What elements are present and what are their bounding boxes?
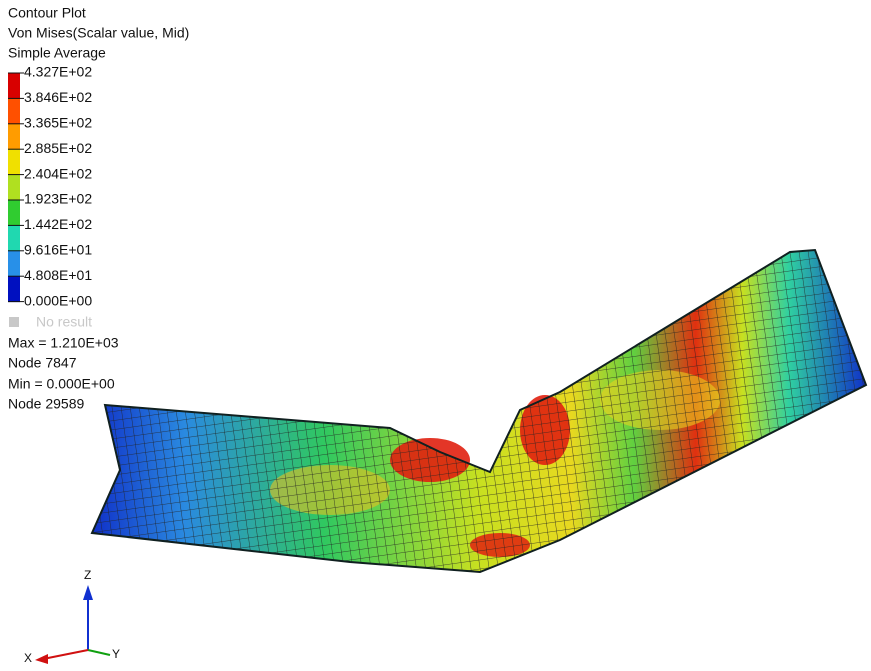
no-result-swatch [9,317,19,327]
legend-label: 1.442E+02 [24,216,92,232]
legend-bin [8,73,20,99]
legend-label: 4.808E+01 [24,267,92,283]
y-label: Y [112,647,120,661]
legend-bin [8,251,20,277]
max-node: Node 7847 [8,355,77,371]
legend-bin [8,200,20,226]
model [92,250,866,572]
legend-bin [8,225,20,251]
min-node: Node 29589 [8,396,85,412]
legend-bin [8,149,20,175]
legend-label: 2.404E+02 [24,165,92,181]
legend-label: 0.000E+00 [24,292,92,308]
legend-label: 4.327E+02 [24,64,92,80]
legend-subtitle: Von Mises(Scalar value, Mid) [8,25,189,41]
legend-bin [8,175,20,201]
z-label: Z [84,568,91,582]
legend-label: 3.846E+02 [24,89,92,105]
legend-label: 9.616E+01 [24,242,92,258]
legend-bin [8,276,20,302]
viewport: Contour Plot Von Mises(Scalar value, Mid… [0,0,871,666]
legend-averaging: Simple Average [8,45,106,61]
max: Max = 1.210E+03 [8,335,119,351]
legend-bin [8,98,20,124]
x-label: X [24,651,32,665]
min: Min = 0.000E+00 [8,376,115,392]
legend-title: Contour Plot [8,5,86,21]
legend: 4.327E+02 3.846E+02 3.365E+02 2.885E+02 2.40… [8,64,92,309]
legend-label: 3.365E+02 [24,115,92,131]
legend-label: 1.923E+02 [24,191,92,207]
triad: Z Y X [24,568,120,665]
legend-bin [8,124,20,150]
legend-label: 2.885E+02 [24,140,92,156]
no-result: No result [36,314,92,330]
